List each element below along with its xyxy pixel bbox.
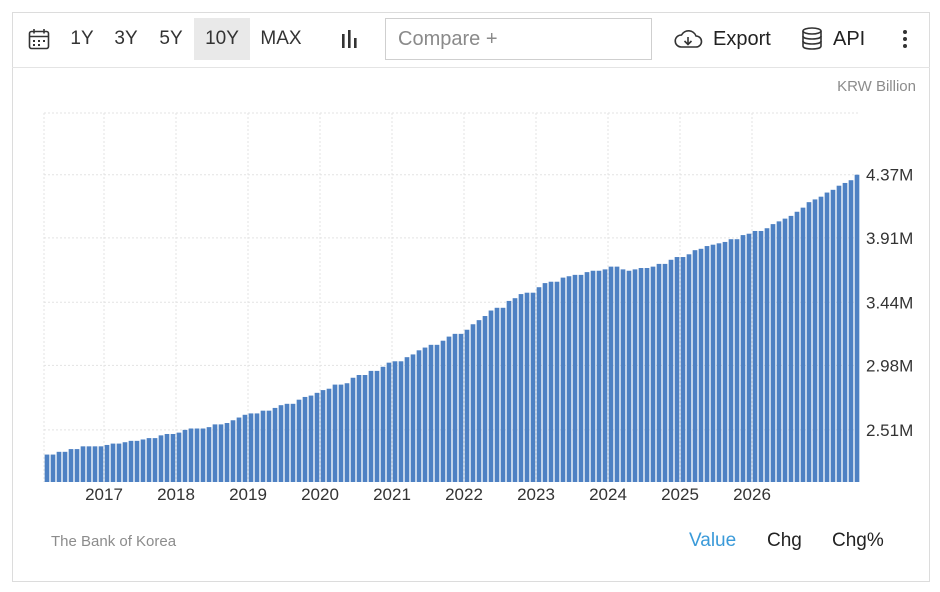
source-label: The Bank of Korea bbox=[51, 533, 177, 550]
calendar-icon-glyph bbox=[28, 29, 50, 50]
range-3y-button[interactable]: 3Y bbox=[114, 28, 138, 49]
unit-label: KRW Billion bbox=[837, 78, 916, 95]
vertical-dots-icon bbox=[903, 30, 907, 48]
chart-type-icon[interactable] bbox=[334, 18, 364, 60]
change-percent-mode-button[interactable]: Chg% bbox=[832, 530, 884, 551]
range-5y-button[interactable]: 5Y bbox=[159, 28, 183, 49]
cloud-download-icon bbox=[674, 30, 703, 48]
bar-chart-icon bbox=[342, 30, 357, 48]
more-options-icon[interactable] bbox=[894, 18, 916, 60]
range-10y-button[interactable]: 10Y bbox=[194, 18, 250, 60]
range-max-button[interactable]: MAX bbox=[260, 28, 302, 49]
api-label: API bbox=[833, 27, 866, 50]
export-label: Export bbox=[713, 27, 771, 50]
value-mode-button[interactable]: Value bbox=[689, 530, 737, 551]
chart-panel bbox=[12, 12, 930, 582]
api-button[interactable]: API bbox=[800, 18, 874, 60]
range-1y-button[interactable]: 1Y bbox=[70, 28, 94, 49]
change-mode-button[interactable]: Chg bbox=[767, 530, 802, 551]
calendar-icon[interactable] bbox=[25, 18, 53, 60]
database-icon bbox=[802, 27, 822, 50]
compare-input[interactable] bbox=[385, 18, 652, 60]
export-button[interactable]: Export bbox=[672, 18, 776, 60]
chart-toolbar bbox=[12, 12, 930, 68]
